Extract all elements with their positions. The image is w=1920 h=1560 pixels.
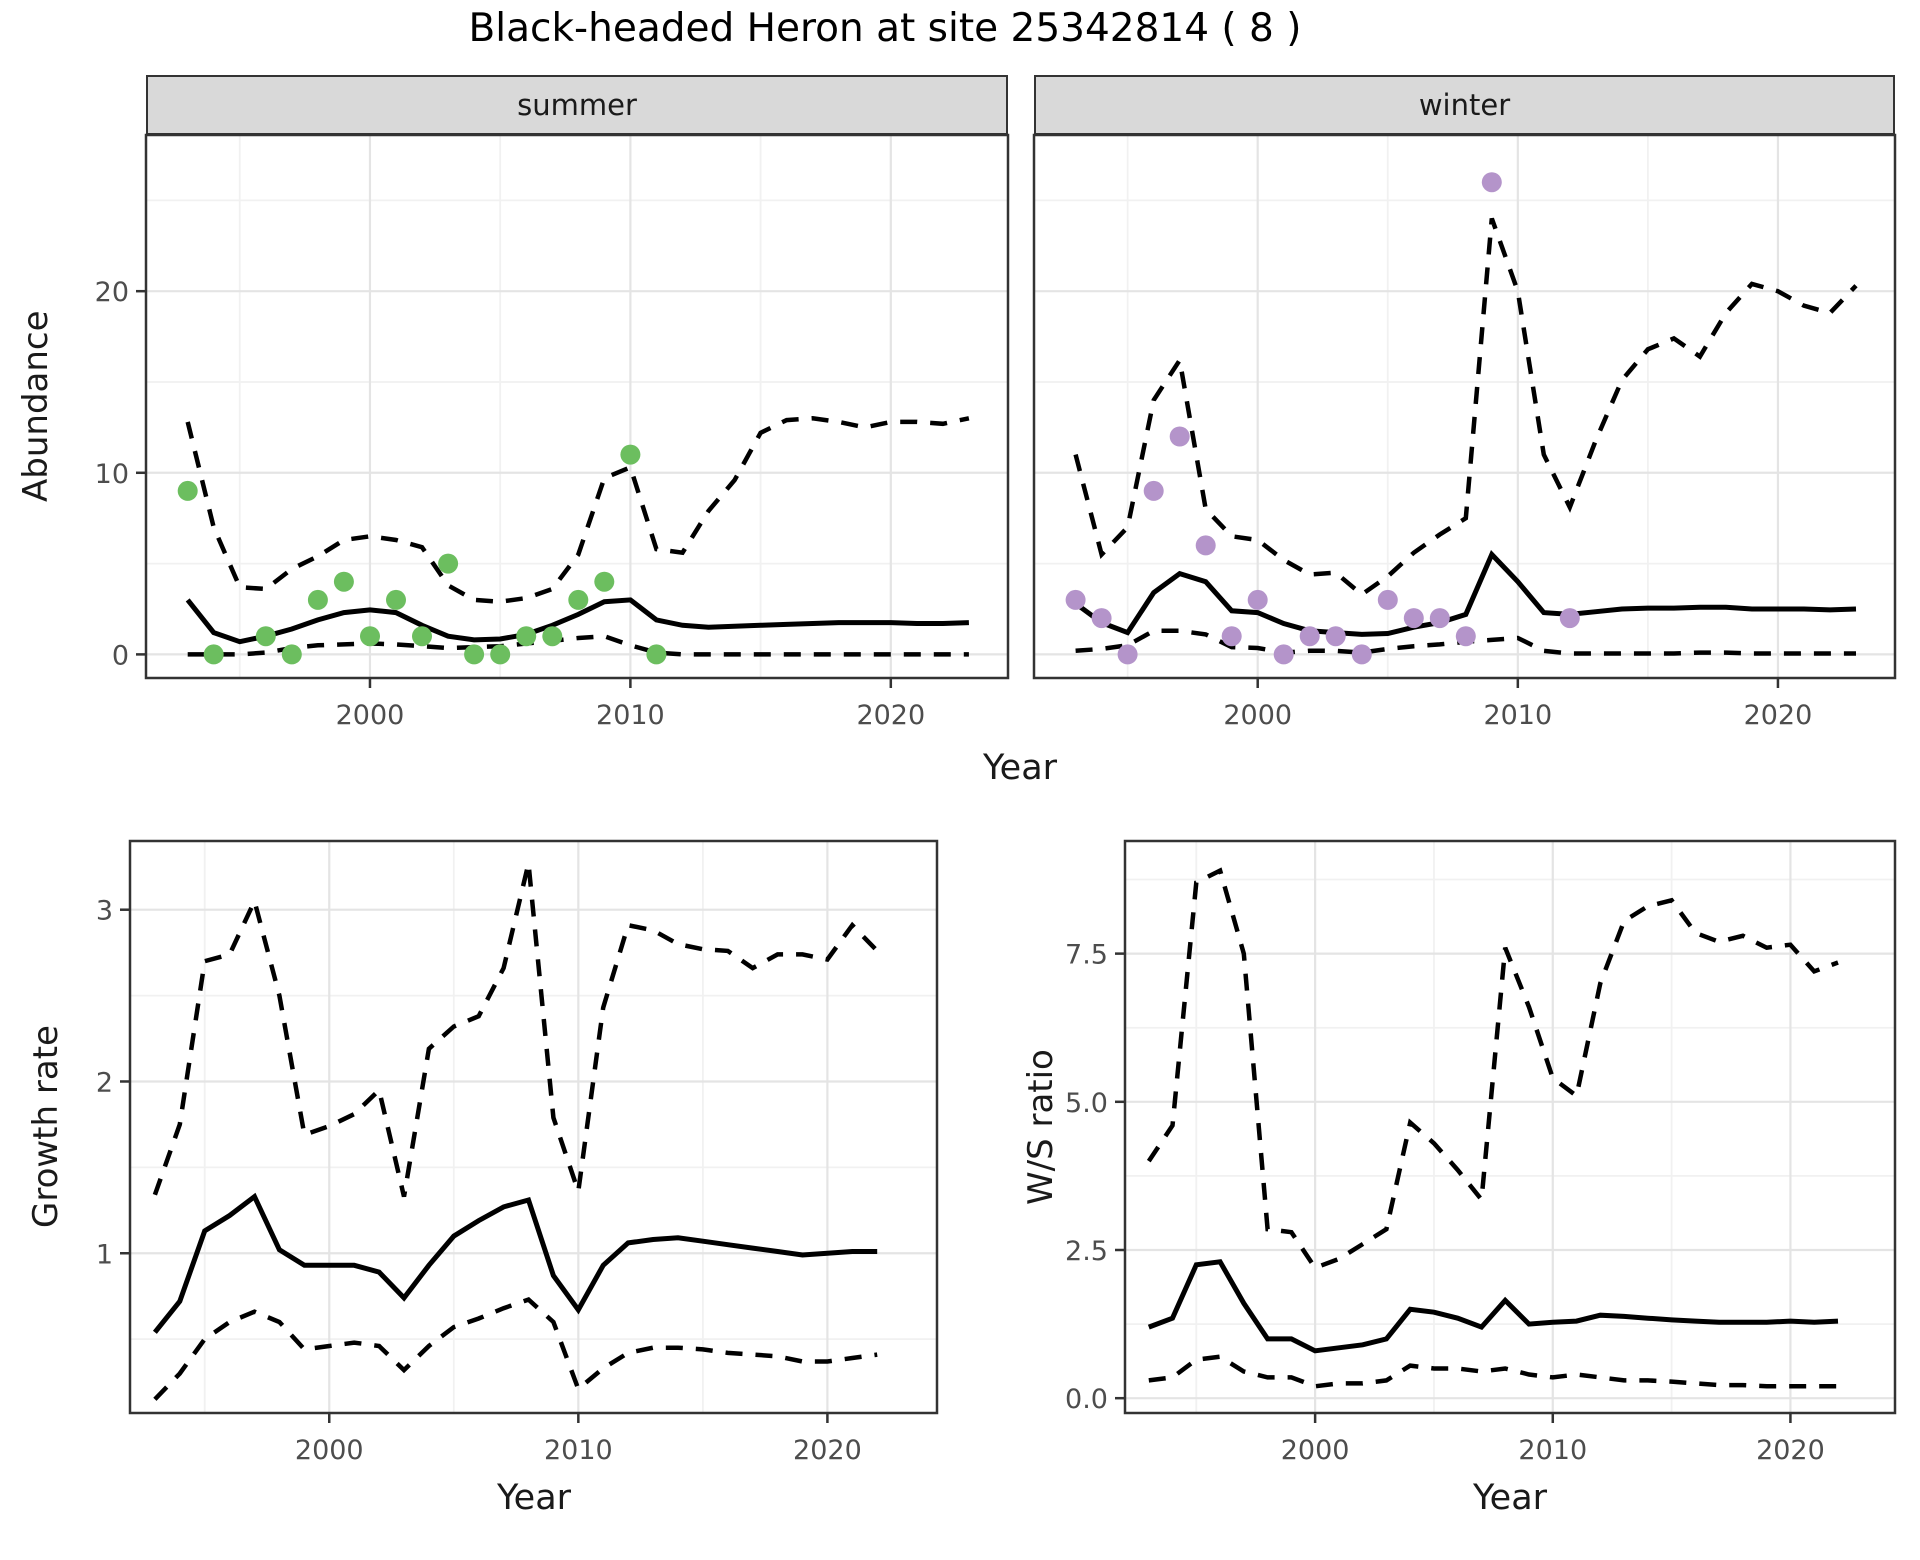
winter-point [1455, 626, 1476, 647]
summer-point [255, 626, 276, 647]
winter-point [1559, 608, 1580, 629]
summer-axis: 2000 2010 2020 0 10 20 [95, 277, 926, 731]
summer-point [203, 644, 224, 665]
summer-point [177, 480, 198, 501]
summer-x-tick-label: 2010 [596, 700, 665, 731]
winter-x-tick-label: 2000 [1223, 700, 1292, 731]
summer-point [542, 626, 563, 647]
winter-point [1325, 626, 1346, 647]
summer-point [386, 589, 406, 610]
ws-y-tick-label: 0.0 [1065, 1384, 1108, 1415]
ws-panel: 2000 2010 2020 0.0 2.5 5.0 7.5 [1065, 839, 1897, 1466]
winter-panel: 2000 2010 2020 [1032, 133, 1897, 731]
facet-strip-summer-label: summer [517, 88, 637, 122]
summer-point [646, 644, 667, 665]
winter-fit-line [1074, 550, 1857, 637]
winter-gridlines [1034, 135, 1895, 678]
summer-point [412, 626, 432, 647]
summer-point [360, 626, 380, 647]
ws-y-tick-label: 7.5 [1065, 940, 1108, 971]
facet-strip-winter: winter [1034, 75, 1895, 135]
winter-point [1429, 608, 1450, 629]
ws-y-tick-label: 2.5 [1065, 1236, 1108, 1267]
summer-point [620, 444, 641, 465]
growth-y-tick-label: 3 [96, 896, 113, 927]
growth-x-tick-label: 2020 [793, 1435, 862, 1466]
summer-y-tick-label: 10 [95, 459, 129, 490]
winter-point [1065, 589, 1086, 610]
year-axis-title-top: Year [982, 748, 1058, 788]
winter-point [1247, 589, 1268, 610]
summer-gridlines [146, 135, 1008, 678]
winter-point [1273, 644, 1294, 665]
ws-x-tick-label: 2020 [1756, 1435, 1825, 1466]
facet-strip-winter-label: winter [1418, 88, 1511, 122]
summer-point [307, 589, 328, 610]
summer-lower-ci-line [187, 633, 969, 657]
summer-fit-line [185, 597, 969, 645]
growth-axis: 2000 2010 2020 1 2 3 [96, 896, 862, 1466]
growth-x-tick-label: 2000 [295, 1435, 364, 1466]
summer-panel: 2000 2010 2020 0 10 20 [95, 133, 1010, 731]
summer-x-tick-label: 2000 [336, 700, 405, 731]
growth-fit-line [152, 1192, 878, 1334]
ws-lower-ci-line [1148, 1354, 1838, 1389]
facet-strip-summer: summer [146, 75, 1008, 135]
summer-point [490, 644, 511, 665]
year-axis-title-ws: Year [1472, 1478, 1548, 1518]
summer-x-tick-label: 2020 [856, 700, 925, 731]
summer-point [281, 644, 302, 665]
ws-x-tick-label: 2000 [1281, 1435, 1350, 1466]
ws-fit-line [1147, 1259, 1839, 1354]
winter-x-tick-label: 2020 [1744, 700, 1813, 731]
ws-axis: 2000 2010 2020 0.0 2.5 5.0 7.5 [1065, 940, 1825, 1466]
ws-y-tick-label: 5.0 [1065, 1088, 1108, 1119]
summer-point [464, 644, 485, 665]
winter-point [1299, 626, 1320, 647]
winter-observed-points [1065, 172, 1580, 665]
growth-x-tick-label: 2010 [544, 1435, 613, 1466]
summer-y-tick-label: 0 [112, 640, 129, 671]
winter-point [1169, 426, 1190, 447]
winter-x-tick-label: 2010 [1483, 700, 1552, 731]
summer-point [594, 571, 615, 592]
ws-ratio-axis-title: W/S ratio [1021, 1049, 1061, 1205]
summer-upper-ci-line [185, 416, 970, 604]
growth-lower-ci-line [153, 1297, 878, 1401]
summer-point [438, 553, 459, 574]
summer-point [333, 571, 354, 592]
winter-point [1481, 172, 1502, 193]
year-axis-title-growth: Year [496, 1478, 572, 1518]
winter-point [1117, 644, 1138, 665]
summer-point [516, 626, 537, 647]
ws-upper-ci-line [1146, 867, 1839, 1271]
winter-point [1195, 535, 1216, 556]
abundance-axis-title: Abundance [16, 310, 56, 502]
winter-point [1351, 644, 1372, 665]
winter-point [1143, 480, 1164, 501]
winter-point [1091, 608, 1112, 629]
winter-point [1221, 626, 1242, 647]
growth-y-tick-label: 1 [96, 1239, 113, 1270]
growth-upper-ci-line [152, 862, 879, 1198]
growth-rate-axis-title: Growth rate [26, 1025, 66, 1229]
page-title: Black-headed Heron at site 25342814 ( 8 … [468, 6, 1302, 51]
winter-upper-ci-line [1073, 217, 1858, 598]
summer-observed-points [177, 444, 667, 665]
growth-y-tick-label: 2 [96, 1067, 113, 1098]
winter-point [1403, 608, 1424, 629]
summer-y-tick-label: 20 [95, 277, 129, 308]
summer-point [568, 589, 589, 610]
ws-x-tick-label: 2010 [1518, 1435, 1587, 1466]
winter-axis: 2000 2010 2020 [1223, 678, 1812, 731]
ws-gridlines [1125, 841, 1895, 1413]
winter-point [1377, 589, 1398, 610]
growth-panel: 2000 2010 2020 1 2 3 [96, 839, 939, 1466]
